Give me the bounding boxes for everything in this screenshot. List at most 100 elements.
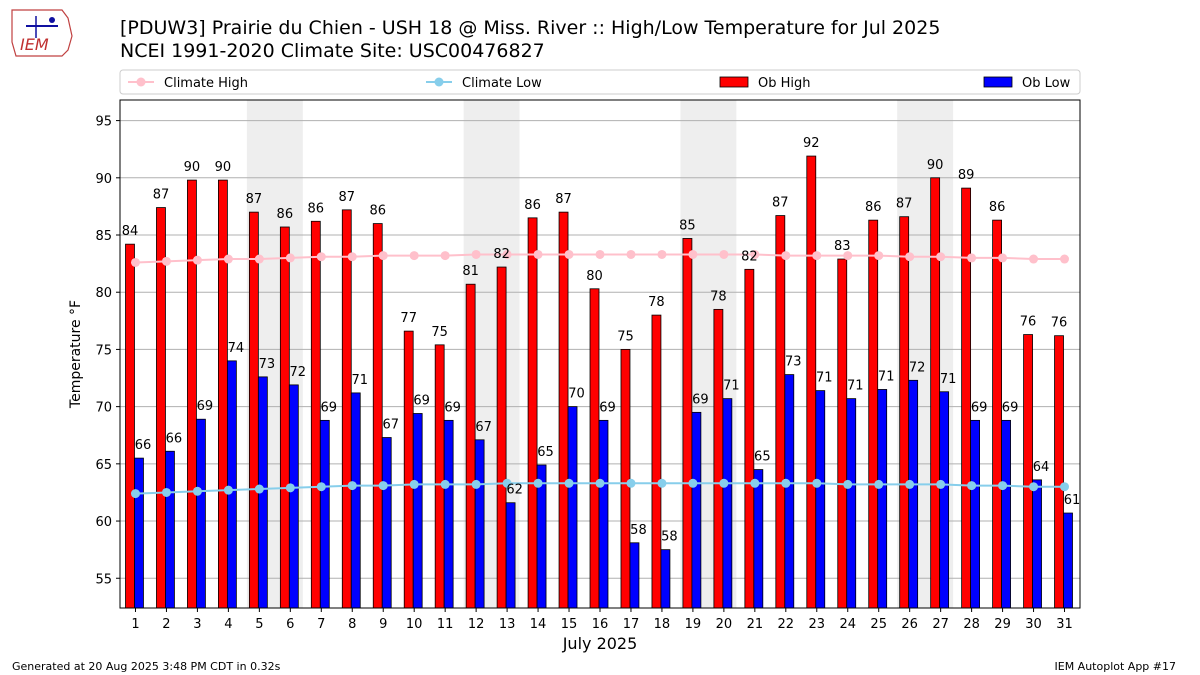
climate-high-point — [316, 252, 326, 262]
x-tick-label: 28 — [963, 617, 980, 632]
ob-low-label: 71 — [940, 372, 957, 387]
ob-low-bar — [288, 384, 299, 609]
climate-high-point — [657, 249, 667, 259]
climate-high-point — [285, 253, 295, 263]
ob-high-label: 86 — [277, 207, 294, 222]
climate-high-point — [812, 251, 822, 261]
legend-bar-swatch — [719, 76, 749, 88]
x-tick-label: 11 — [437, 617, 454, 632]
climate-low-point — [440, 479, 450, 489]
ob-low-bar — [505, 502, 516, 609]
x-tick-label: 21 — [747, 617, 764, 632]
ob-high-bar — [248, 211, 259, 609]
climate-low-point — [409, 479, 419, 489]
y-tick-label: 95 — [95, 115, 112, 130]
ob-high-bar — [1023, 334, 1033, 609]
ob-high-label: 87 — [246, 192, 263, 207]
ob-low-label: 69 — [1002, 400, 1019, 415]
ob-low-bar — [877, 389, 888, 609]
ob-low-label: 73 — [785, 355, 802, 370]
climate-low-point — [223, 485, 233, 495]
ob-high-bar — [372, 223, 383, 609]
ob-high-bar — [1054, 335, 1064, 609]
ob-high-bar — [434, 344, 445, 609]
climate-high-point — [905, 252, 915, 262]
x-tick-label: 25 — [870, 617, 887, 632]
ob-low-label: 65 — [754, 450, 771, 465]
climate-high-point — [967, 253, 977, 263]
ob-high-label: 77 — [400, 311, 417, 326]
climate-high-point — [626, 249, 636, 259]
legend: Climate High Climate Low Ob High Ob Low — [119, 69, 1081, 95]
climate-low-point — [936, 479, 946, 489]
climate-high-point — [719, 249, 729, 259]
climate-low-point — [874, 479, 884, 489]
x-tick-label: 19 — [685, 617, 702, 632]
ob-low-bar — [815, 390, 826, 609]
climate-low-point — [192, 486, 202, 496]
x-tick-label: 9 — [379, 617, 387, 632]
ob-high-bar — [837, 258, 848, 609]
climate-low-point — [161, 487, 171, 497]
y-tick-label: 55 — [95, 572, 112, 587]
ob-low-bar — [196, 418, 206, 609]
climate-low-point — [781, 478, 791, 488]
ob-high-label: 90 — [215, 160, 232, 175]
y-tick-label: 75 — [95, 343, 112, 358]
climate-high-point — [533, 249, 543, 259]
legend-marker — [136, 77, 146, 87]
x-tick-label: 4 — [224, 617, 232, 632]
climate-low-point — [657, 478, 667, 488]
ob-high-bar — [341, 209, 352, 609]
app-label: IEM Autoplot App #17 — [1054, 660, 1177, 673]
ob-low-bar — [319, 419, 330, 609]
ob-low-bar — [753, 469, 764, 609]
ob-low-label: 69 — [444, 400, 461, 415]
climate-low-point — [595, 478, 605, 488]
y-tick-label: 60 — [95, 515, 112, 530]
legend-marker — [434, 77, 444, 87]
y-tick-label: 90 — [95, 172, 112, 187]
ob-high-bar — [930, 177, 941, 609]
y-tick-label: 85 — [95, 229, 112, 244]
ob-low-bar — [598, 419, 609, 609]
ob-high-bar — [310, 220, 321, 609]
climate-high-point — [564, 249, 574, 259]
ob-high-label: 86 — [524, 198, 541, 213]
ob-low-label: 73 — [259, 357, 276, 372]
ob-high-label: 76 — [1051, 316, 1068, 331]
legend-bar-swatch — [983, 76, 1013, 88]
ob-high-label: 78 — [710, 289, 727, 304]
ob-high-label: 82 — [493, 247, 510, 262]
legend-label: Climate High — [164, 76, 248, 91]
ob-low-bar — [1063, 512, 1073, 609]
climate-high-point — [347, 252, 357, 262]
ob-low-bar — [134, 457, 144, 609]
x-tick-label: 22 — [778, 617, 795, 632]
ob-high-bar — [961, 187, 972, 609]
climate-low-point — [1029, 482, 1039, 492]
legend-label: Climate Low — [462, 76, 542, 91]
x-tick-label: 27 — [932, 617, 949, 632]
ob-high-bar — [589, 288, 600, 609]
climate-high-point — [750, 249, 760, 259]
ob-high-bar — [992, 219, 1002, 609]
ob-low-label: 66 — [166, 431, 183, 446]
climate-high-point — [378, 251, 388, 261]
climate-high-point — [688, 249, 698, 259]
climate-high-point — [192, 255, 202, 265]
bar-value-labels: 84 66 87 66 90 69 90 74 87 73 86 72 86 69 87 71 86 67 77 69… — [122, 136, 1081, 545]
climate-low-point — [471, 479, 481, 489]
ob-low-label: 70 — [568, 387, 585, 402]
ob-high-label: 87 — [772, 196, 789, 211]
ob-low-bar — [165, 450, 175, 609]
ob-high-bar — [682, 238, 693, 609]
ob-low-label: 58 — [630, 523, 647, 538]
x-axis: 1 2 3 4 5 6 7 8 9 10 11 12 13 14 15 16 17 18 19 20 21 22 23 24 2… — [131, 608, 1073, 632]
ob-low-label: 62 — [506, 483, 523, 498]
ob-low-bar — [350, 392, 361, 609]
ob-high-bar — [187, 179, 197, 609]
ob-low-bar — [412, 413, 423, 609]
ob-low-bar — [1032, 479, 1042, 609]
ob-high-bar — [125, 243, 135, 609]
